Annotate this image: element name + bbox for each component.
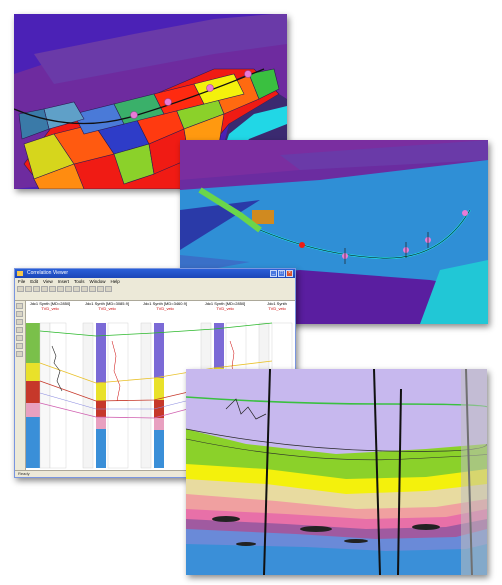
zoom-in-icon[interactable] xyxy=(81,286,88,292)
text-tool-icon[interactable] xyxy=(16,351,23,357)
marker-tool-icon[interactable] xyxy=(16,343,23,349)
track-title: Jdc1 Synth [MD=2850] xyxy=(204,301,246,306)
menu-view[interactable]: View xyxy=(43,279,53,284)
track-subtitle: TVD_velo xyxy=(41,306,59,311)
open-icon[interactable] xyxy=(25,286,32,292)
pan-icon[interactable] xyxy=(97,286,104,292)
new-icon[interactable] xyxy=(17,286,24,292)
track-subtitle: TVD_velo xyxy=(156,306,174,311)
track-subtitle: TVD_velo xyxy=(216,306,234,311)
menu-tools[interactable]: Tools xyxy=(73,279,85,284)
track-header-3[interactable]: Jdc1 Synth [MD=3460.9] TVD_velo xyxy=(141,301,189,311)
undo-icon[interactable] xyxy=(73,286,80,292)
pointer-tool-icon[interactable] xyxy=(16,303,23,309)
track-title: Jdc1 Synth [MD=3460.9] xyxy=(143,301,187,306)
status-bar: Ready xyxy=(15,470,295,477)
menu-window[interactable]: Window xyxy=(89,279,106,284)
track-subtitle: TVD_velo xyxy=(268,306,286,311)
paste-icon[interactable] xyxy=(65,286,72,292)
well-tool-icon[interactable] xyxy=(16,327,23,333)
track-header-2[interactable]: Jdc1 Synth [MD=3085.9] TVD_velo xyxy=(83,301,131,311)
copy-icon[interactable] xyxy=(57,286,64,292)
log-tool-icon[interactable] xyxy=(16,335,23,341)
horizon-tool-icon[interactable] xyxy=(16,311,23,317)
window-title: Correlation Viewer xyxy=(27,270,69,276)
track-header-4[interactable]: Jdc1 Synth [MD=2850] TVD_velo xyxy=(201,301,249,311)
left-tool-palette xyxy=(15,301,26,471)
menu-bar: File Edit View Insert Tools Window Help xyxy=(15,278,295,285)
menu-insert[interactable]: Insert xyxy=(57,279,69,284)
track-title: Jdc1 Synth xyxy=(267,301,287,306)
close-button[interactable]: × xyxy=(286,270,293,277)
seismic-cross-section-view[interactable] xyxy=(186,369,487,575)
print-icon[interactable] xyxy=(41,286,48,292)
window-titlebar[interactable]: Correlation Viewer _ □ × xyxy=(15,269,295,278)
fault-tool-icon[interactable] xyxy=(16,319,23,325)
track-title: Jdc1 Synth [MD=3085.9] xyxy=(85,301,129,306)
maximize-button[interactable]: □ xyxy=(278,270,285,277)
menu-help[interactable]: Help xyxy=(110,279,120,284)
menu-edit[interactable]: Edit xyxy=(30,279,39,284)
menu-file[interactable]: File xyxy=(18,279,26,284)
track-subtitle: TVD_velo xyxy=(98,306,116,311)
cut-icon[interactable] xyxy=(49,286,56,292)
track-title: Jdc1 Synth [MD=2850] xyxy=(29,301,71,306)
minimize-button[interactable]: _ xyxy=(270,270,277,277)
select-icon[interactable] xyxy=(105,286,112,292)
track-header-5[interactable]: Jdc1 Synth TVD_velo xyxy=(259,301,295,311)
grid-surface-3d-view[interactable] xyxy=(14,14,287,189)
toolbar xyxy=(15,285,295,301)
track-header-1[interactable]: Jdc1 Synth [MD=2850] TVD_velo xyxy=(26,301,74,311)
zoom-out-icon[interactable] xyxy=(89,286,96,292)
save-icon[interactable] xyxy=(33,286,40,292)
app-icon xyxy=(17,271,23,276)
